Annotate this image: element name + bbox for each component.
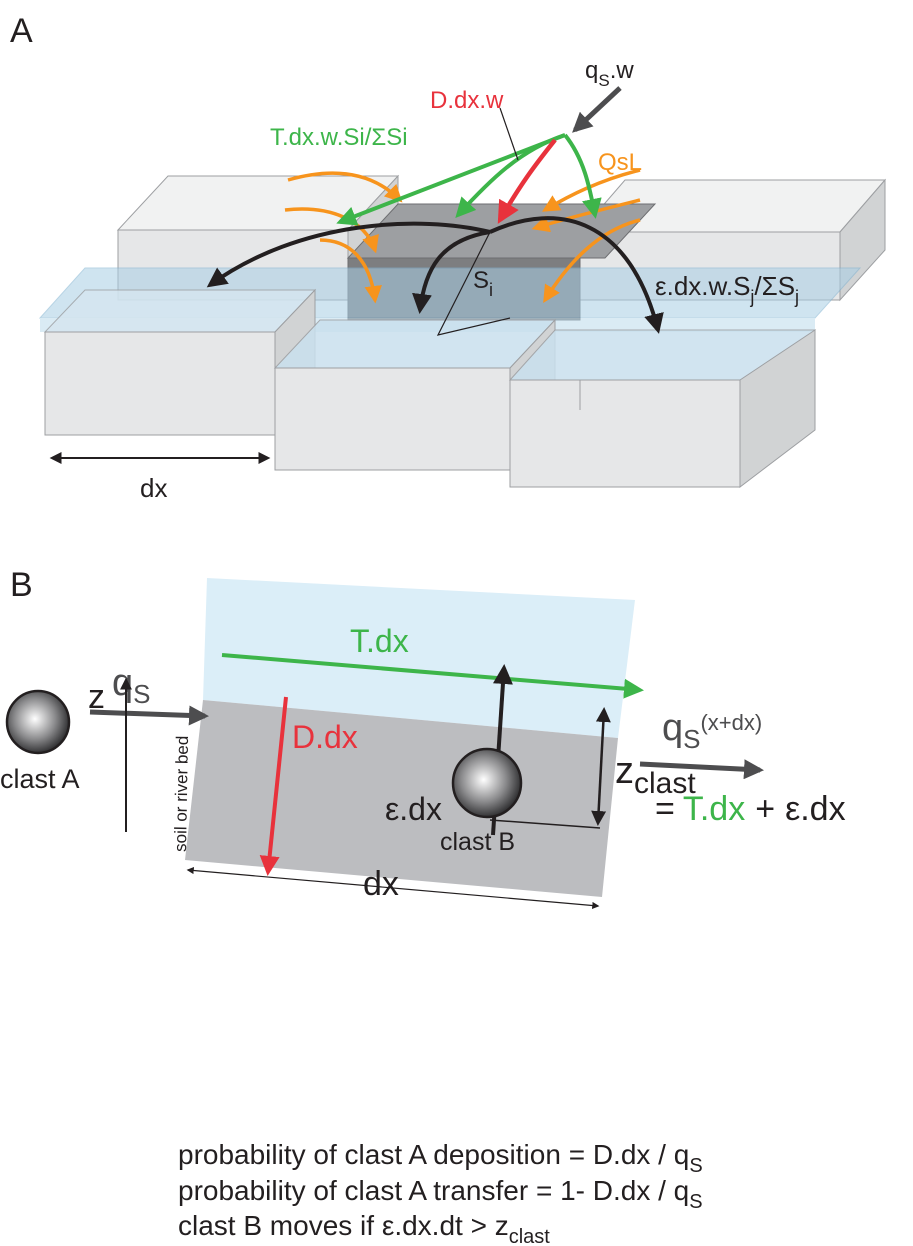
d-dx-label: D.dx <box>292 719 358 755</box>
qs-in-arrow <box>89 705 209 726</box>
t-dx-w-label: T.dx.w.Si/ΣSi <box>270 124 408 151</box>
panel-b-letter: B <box>10 566 33 604</box>
t-dx-label: T.dx <box>350 623 409 659</box>
clast-b <box>451 747 523 819</box>
transfer-arrow <box>221 653 644 699</box>
water-column <box>203 578 635 738</box>
z-clast-dimension <box>591 707 611 826</box>
deposition-arrow <box>259 696 288 876</box>
qsl-label: QsL <box>598 149 642 176</box>
d-dx-w-label: D.dx.w <box>430 87 504 114</box>
z-clast-label: zclast <box>615 750 696 800</box>
deposition-leader-line <box>499 107 519 161</box>
qs-in-label: qS <box>112 662 150 709</box>
eps-dx-label: ε.dx <box>385 791 442 827</box>
front-left-box <box>43 288 317 437</box>
incoming-sediment-arrow <box>572 86 622 133</box>
soil-label: soil or river bed <box>171 736 192 853</box>
clast-b-label: clast B <box>440 828 515 856</box>
dx-label-a: dx <box>140 473 167 503</box>
qs-out-arrow <box>639 759 764 780</box>
z-axis-label: z <box>88 678 105 716</box>
clast-a-label: clast A <box>0 764 80 794</box>
transport-flux-arrows <box>336 133 602 226</box>
qs-w-label: qS.w <box>585 57 634 90</box>
lateral-flux-arrows <box>284 168 641 304</box>
slope-si-line <box>436 231 511 336</box>
clast-a <box>5 689 71 755</box>
river-bed <box>185 700 618 897</box>
note-deposition: probability of clast A deposition = D.dx… <box>178 1139 703 1177</box>
dx-label-b: dx <box>363 865 399 903</box>
dx-dimension-b <box>186 866 600 910</box>
qs-out-label: qS(x+dx) <box>662 707 762 754</box>
front-right-box <box>508 329 817 489</box>
z-clast-baseline <box>489 819 601 829</box>
epsilon-flux-label: ε.dx.w.Sj/ΣSj <box>655 271 799 307</box>
si-label: Si <box>473 267 493 300</box>
flux-equation: = T.dx + ε.dx <box>655 790 846 828</box>
panel-a: A <box>10 12 887 503</box>
note-clast-b: clast B moves if ε.dx.dt > zclast <box>178 1210 550 1246</box>
note-transfer: probability of clast A transfer = 1- D.d… <box>178 1175 703 1213</box>
panel-b: B T.dx qS clast A D.dx ε.dx qS(x+dx) = T.… <box>0 566 846 1246</box>
panel-a-letter: A <box>10 12 33 50</box>
deposition-flux-arrow <box>497 138 557 224</box>
